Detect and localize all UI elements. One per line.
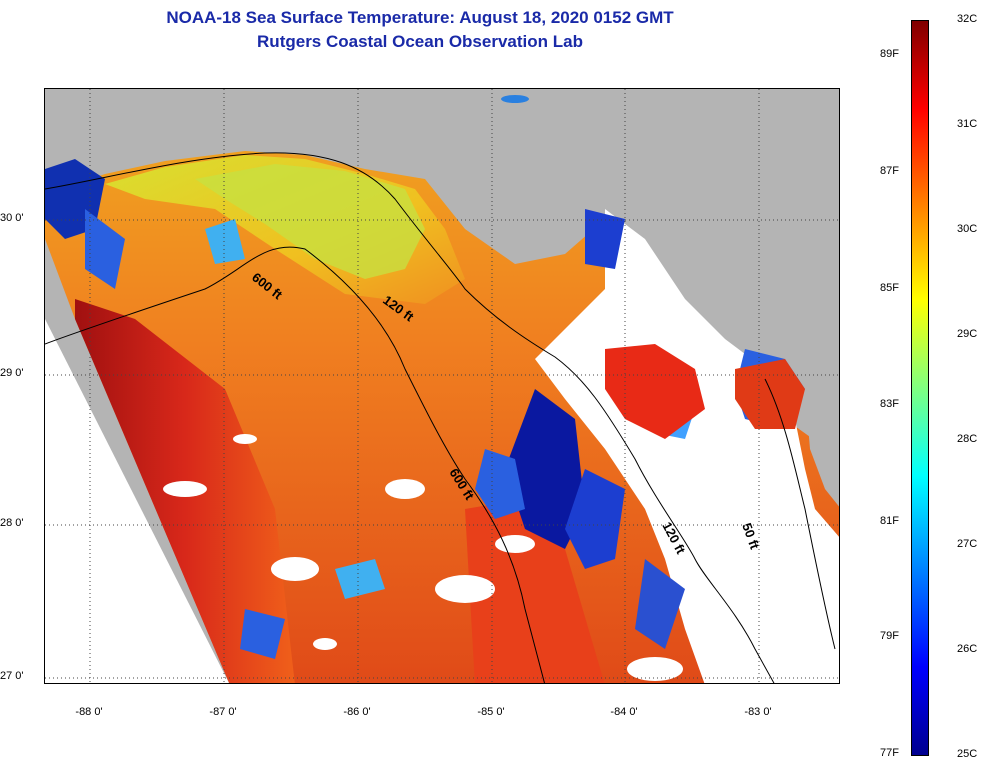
isobaths: [45, 152, 836, 683]
colorbar-label-30c: 30C: [957, 223, 978, 235]
cloud-holes: [163, 434, 683, 681]
map-subtitle: Rutgers Coastal Ocean Observation Lab: [257, 32, 583, 51]
colorbar-label-27c: 27C: [957, 538, 978, 550]
colorbar-label-32c: 32C: [957, 13, 978, 25]
colorbar-label-77f: 77F: [880, 747, 899, 759]
speck-top: [501, 95, 529, 103]
panhandle-land: [45, 89, 425, 179]
lat-label-27: 27 0': [0, 670, 24, 682]
warm-patch-northeast: [735, 359, 805, 429]
sst-map: 600 ft 120 ft 600 ft 120 ft 50 ft: [44, 88, 840, 684]
lon-label-83: -83 0': [744, 706, 772, 718]
graticule: [45, 89, 839, 683]
colorbar-label-79f: 79F: [880, 630, 899, 642]
colorbar-label-31c: 31C: [957, 118, 978, 130]
cloud-region-east: [535, 209, 839, 683]
colorbar-label-28c: 28C: [957, 433, 978, 445]
colorbar-label-25c: 25C: [957, 748, 978, 760]
no-data-region: [45, 319, 229, 683]
lon-label-85: -85 0': [477, 706, 505, 718]
colorbar-label-89f: 89F: [880, 48, 899, 60]
colorbar-label-85f: 85F: [880, 282, 899, 294]
lon-label-86: -86 0': [343, 706, 371, 718]
lat-label-30: 30 0': [0, 212, 24, 224]
lon-label-84: -84 0': [610, 706, 638, 718]
sst-map-canvas: 600 ft 120 ft 600 ft 120 ft 50 ft: [45, 89, 839, 683]
lat-label-29: 29 0': [0, 367, 24, 379]
temperature-colorbar: [911, 20, 929, 756]
colorbar-label-29c: 29C: [957, 328, 978, 340]
colorbar-label-26c: 26C: [957, 643, 978, 655]
colorbar-label-87f: 87F: [880, 165, 899, 177]
map-title: NOAA-18 Sea Surface Temperature: August …: [166, 8, 674, 27]
lon-label-87: -87 0': [209, 706, 237, 718]
lat-label-28: 28 0': [0, 517, 24, 529]
florida-land: [425, 89, 839, 507]
colorbar-label-81f: 81F: [880, 515, 899, 527]
colorbar-label-83f: 83F: [880, 398, 899, 410]
shelf-water-green: [195, 164, 425, 279]
warm-patch-east: [605, 344, 705, 439]
lon-label-88: -88 0': [75, 706, 103, 718]
